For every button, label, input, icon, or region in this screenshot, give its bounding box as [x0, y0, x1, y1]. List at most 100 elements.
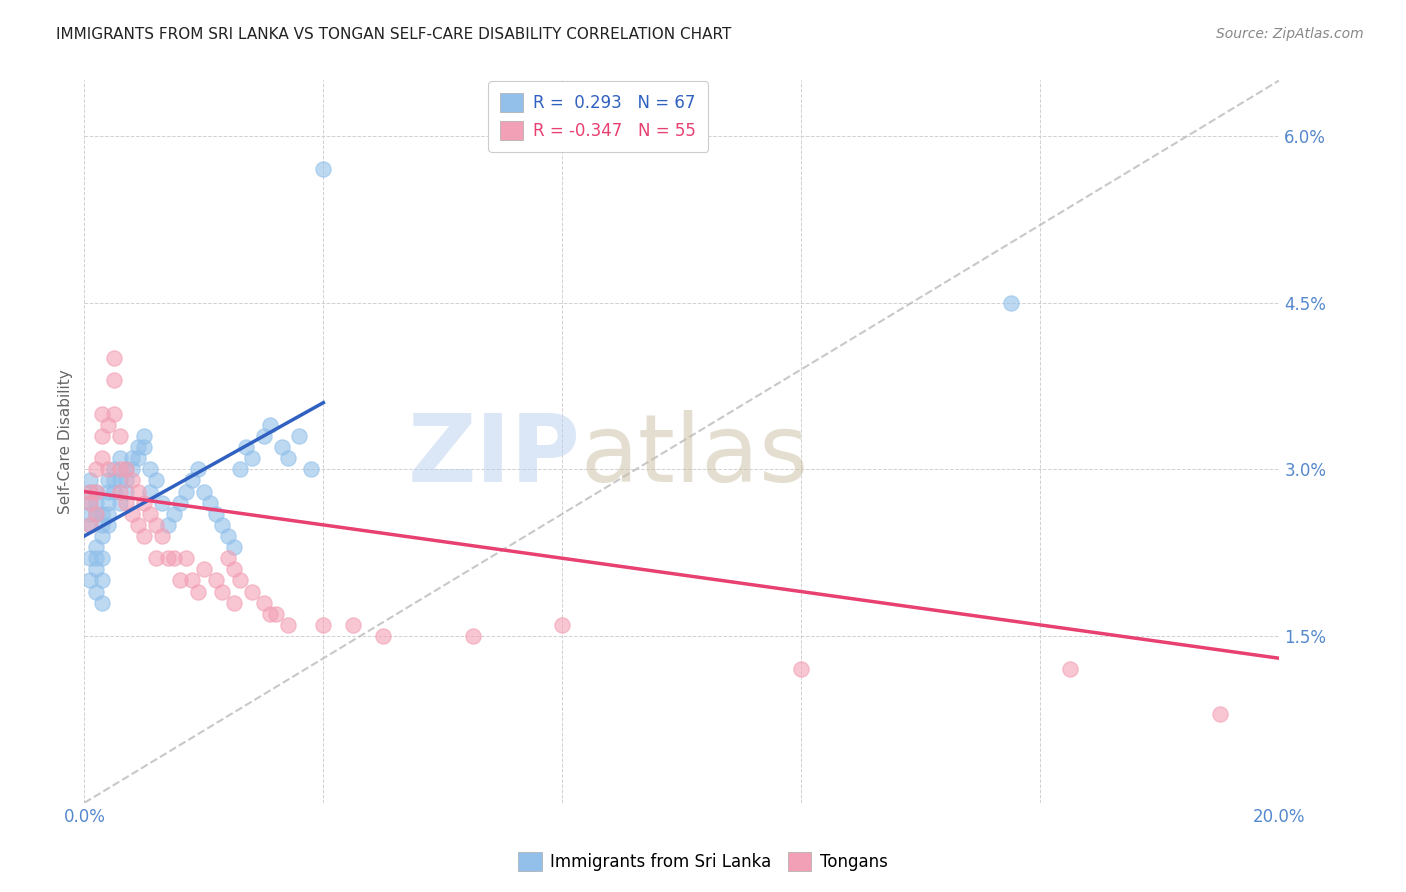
Point	[115, 484, 138, 499]
Point	[127, 484, 149, 499]
Point	[86, 462, 108, 476]
Point	[91, 451, 114, 466]
Point	[91, 429, 114, 443]
Point	[103, 407, 125, 421]
Point	[110, 484, 132, 499]
Point	[132, 429, 156, 443]
Point	[1000, 295, 1022, 310]
Point	[139, 507, 162, 521]
Point	[169, 574, 191, 588]
Point	[115, 474, 138, 488]
Point	[301, 462, 323, 476]
Point	[198, 496, 221, 510]
Point	[86, 584, 108, 599]
Point	[79, 484, 101, 499]
Point	[121, 474, 143, 488]
Point	[187, 462, 209, 476]
Point	[86, 551, 108, 566]
Point	[288, 429, 311, 443]
Point	[312, 162, 335, 177]
Point	[145, 474, 167, 488]
Point	[86, 484, 108, 499]
Point	[86, 484, 108, 499]
Legend: R =  0.293   N = 67, R = -0.347   N = 55: R = 0.293 N = 67, R = -0.347 N = 55	[488, 81, 709, 152]
Point	[222, 540, 245, 554]
Point	[127, 440, 149, 454]
Point	[86, 540, 108, 554]
Point	[139, 462, 162, 476]
Point	[217, 551, 239, 566]
Point	[222, 596, 245, 610]
Point	[193, 562, 215, 576]
Point	[86, 496, 108, 510]
Point	[79, 496, 101, 510]
Point	[110, 429, 132, 443]
Point	[150, 496, 173, 510]
Point	[115, 462, 138, 476]
Point	[97, 517, 120, 532]
Point	[103, 351, 125, 366]
Point	[211, 584, 233, 599]
Point	[139, 484, 162, 499]
Text: atlas: atlas	[581, 410, 808, 502]
Point	[169, 496, 191, 510]
Point	[86, 507, 108, 521]
Point	[205, 507, 228, 521]
Point	[1209, 706, 1232, 721]
Point	[121, 507, 143, 521]
Point	[187, 584, 209, 599]
Point	[145, 517, 167, 532]
Point	[79, 484, 101, 499]
Point	[91, 529, 114, 543]
Point	[259, 417, 281, 432]
Point	[79, 517, 101, 532]
Point	[163, 507, 186, 521]
Point	[121, 462, 143, 476]
Point	[97, 496, 120, 510]
Point	[132, 496, 156, 510]
Point	[461, 629, 484, 643]
Point	[86, 507, 108, 521]
Point	[103, 484, 125, 499]
Point	[264, 607, 287, 621]
Point	[115, 462, 138, 476]
Point	[127, 517, 149, 532]
Point	[259, 607, 281, 621]
Point	[103, 373, 125, 387]
Point	[211, 517, 233, 532]
Point	[79, 474, 101, 488]
Point	[91, 596, 114, 610]
Point	[79, 517, 101, 532]
Text: ZIP: ZIP	[408, 410, 581, 502]
Point	[240, 584, 263, 599]
Point	[235, 440, 257, 454]
Point	[277, 618, 299, 632]
Point	[91, 574, 114, 588]
Point	[91, 407, 114, 421]
Point	[97, 507, 120, 521]
Text: IMMIGRANTS FROM SRI LANKA VS TONGAN SELF-CARE DISABILITY CORRELATION CHART: IMMIGRANTS FROM SRI LANKA VS TONGAN SELF…	[56, 27, 731, 42]
Point	[551, 618, 574, 632]
Point	[79, 507, 101, 521]
Legend: Immigrants from Sri Lanka, Tongans: Immigrants from Sri Lanka, Tongans	[510, 843, 896, 880]
Point	[97, 484, 120, 499]
Point	[115, 496, 138, 510]
Point	[157, 551, 180, 566]
Point	[174, 551, 197, 566]
Point	[217, 529, 239, 543]
Point	[228, 462, 252, 476]
Point	[790, 662, 813, 676]
Point	[373, 629, 395, 643]
Point	[121, 451, 143, 466]
Point	[110, 451, 132, 466]
Point	[240, 451, 263, 466]
Point	[228, 574, 252, 588]
Point	[110, 462, 132, 476]
Point	[97, 462, 120, 476]
Point	[193, 484, 215, 499]
Point	[253, 429, 276, 443]
Point	[1059, 662, 1081, 676]
Point	[312, 618, 335, 632]
Point	[342, 618, 364, 632]
Point	[91, 507, 114, 521]
